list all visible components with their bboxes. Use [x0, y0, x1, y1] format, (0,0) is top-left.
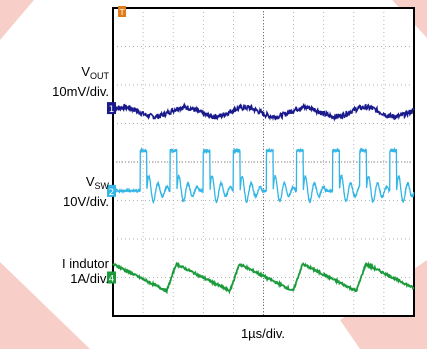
vsw-marker-box	[107, 184, 116, 197]
inductor-current-trace	[112, 261, 415, 295]
vout-name: VOUT	[81, 64, 109, 81]
vout-marker-box	[107, 102, 116, 115]
vsw-scale: 10V/div.	[62, 194, 109, 209]
trigger-marker-box	[118, 6, 127, 17]
vout-marker-number: 1	[109, 105, 115, 115]
iind-marker-number: 4	[109, 275, 115, 285]
iind-name: I indutor	[62, 256, 109, 271]
channel-markers: 1 2 4 T	[107, 6, 127, 285]
vsw-label: VSW 10V/div.	[63, 174, 109, 209]
scope-screen	[112, 7, 415, 317]
vsw-name: VSW	[85, 174, 109, 191]
trigger-marker-label: T	[119, 8, 125, 17]
vout-scale: 10mV/div.	[52, 84, 109, 99]
traces	[112, 102, 415, 295]
timebase-label: 1µs/div.	[240, 326, 286, 341]
iind-label: I indutor 1A/div.	[62, 256, 109, 286]
screen-border	[112, 7, 415, 317]
graticule	[113, 8, 414, 316]
iind-marker-box	[107, 271, 116, 284]
vsw-marker-number: 2	[109, 188, 115, 198]
vsw-trace	[112, 146, 415, 205]
vout-trace	[112, 102, 415, 122]
vout-label: VOUT 10mV/div.	[52, 64, 109, 99]
iind-scale: 1A/div.	[70, 271, 109, 286]
